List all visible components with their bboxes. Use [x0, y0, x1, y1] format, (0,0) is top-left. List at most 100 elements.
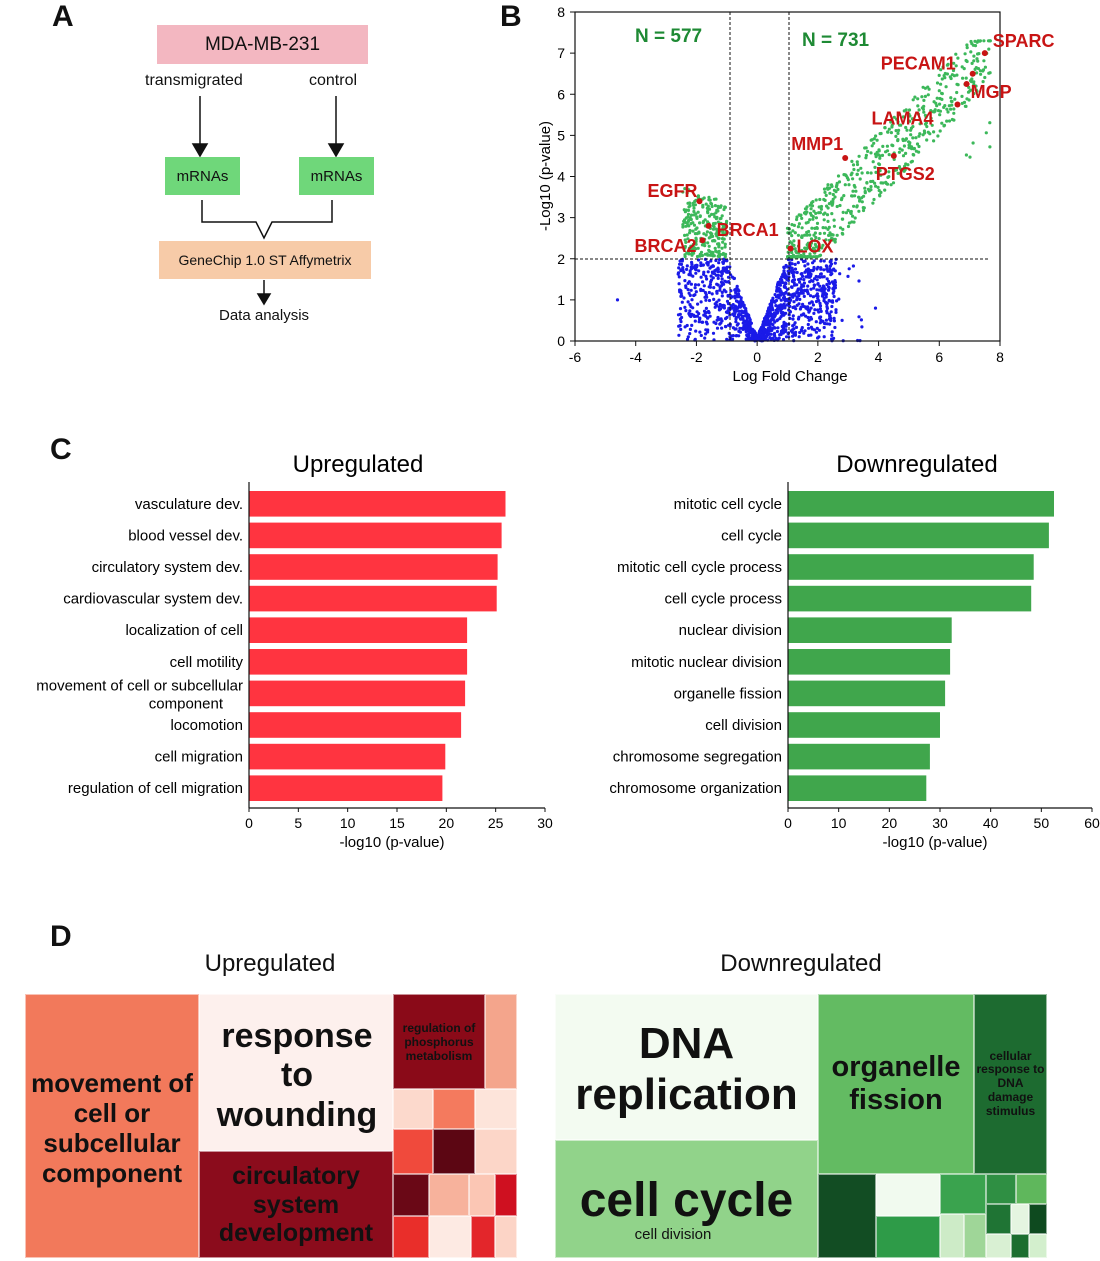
- volcano-point: [692, 223, 697, 227]
- x-tick-label: 0: [245, 815, 253, 831]
- treemap-cell: [485, 994, 517, 1089]
- volcano-point: [951, 68, 956, 73]
- volcano-point: [799, 285, 803, 290]
- volcano-point: [812, 286, 816, 290]
- volcano-point: [817, 275, 821, 279]
- volcano-point: [697, 269, 701, 273]
- volcano-point: [714, 217, 718, 221]
- bar-1: [249, 522, 502, 549]
- gene-label-brca1: BRCA1: [717, 220, 779, 240]
- bar-label-6: organelle fission: [674, 685, 782, 702]
- volcano-point: [878, 156, 882, 160]
- volcano-point: [846, 274, 850, 278]
- cell-line-box: MDA-MB-231: [157, 25, 368, 64]
- volcano-point: [790, 266, 794, 270]
- volcano-point: [904, 125, 908, 130]
- volcano-point: [699, 300, 703, 304]
- volcano-point: [846, 224, 851, 229]
- volcano-point: [942, 123, 947, 127]
- volcano-point: [776, 289, 780, 293]
- volcano-point: [817, 237, 821, 241]
- volcano-point: [822, 259, 826, 263]
- volcano-point: [686, 281, 690, 285]
- volcano-point: [945, 63, 949, 67]
- treemap-cell-wounding: [199, 994, 393, 1151]
- volcano-point: [689, 273, 693, 277]
- volcano-point: [795, 215, 799, 219]
- volcano-point: [790, 285, 794, 289]
- treemap-label-dna-replication: DNA replication: [575, 1019, 798, 1119]
- volcano-point: [791, 334, 795, 338]
- volcano-point: [687, 218, 691, 222]
- volcano-point: [801, 274, 805, 278]
- bar-3: [788, 585, 1032, 612]
- volcano-point: [722, 257, 726, 261]
- volcano-point: [911, 152, 915, 157]
- volcano-point: [710, 292, 714, 296]
- volcano-point: [886, 175, 890, 179]
- gene-label-mmp1: MMP1: [791, 134, 843, 154]
- y-tick-label: 3: [557, 210, 565, 226]
- volcano-point: [870, 144, 874, 148]
- treemap-label-wounding: response to wounding: [216, 1017, 378, 1134]
- volcano-point: [772, 311, 777, 315]
- volcano-point: [988, 145, 992, 149]
- volcano-point: [987, 71, 991, 75]
- volcano-point: [704, 293, 708, 297]
- volcano-point: [897, 128, 901, 132]
- volcano-point: [975, 57, 979, 61]
- volcano-point: [678, 262, 682, 266]
- volcano-point: [808, 233, 812, 237]
- volcano-point: [925, 125, 929, 129]
- volcano-point: [713, 246, 717, 250]
- volcano-point: [803, 289, 807, 293]
- volcano-point: [716, 206, 721, 210]
- volcano-point: [691, 229, 695, 233]
- volcano-point: [685, 191, 689, 195]
- volcano-point: [825, 305, 829, 309]
- volcano-point: [849, 209, 853, 214]
- volcano-point: [722, 304, 726, 308]
- volcano-point: [704, 328, 708, 332]
- bar-chart-title: Upregulated: [293, 451, 424, 478]
- volcano-point: [812, 265, 816, 270]
- volcano-point: [935, 81, 940, 85]
- volcano-point: [719, 274, 723, 278]
- volcano-point: [922, 98, 926, 102]
- volcano-point: [952, 61, 956, 65]
- volcano-point: [807, 333, 811, 337]
- volcano-point: [698, 316, 702, 320]
- x-tick-label: -4: [629, 349, 642, 365]
- volcano-point: [822, 187, 827, 191]
- volcano-point: [877, 162, 882, 167]
- volcano-point: [842, 194, 846, 198]
- volcano-point: [802, 294, 806, 298]
- volcano-point: [811, 303, 815, 307]
- volcano-point: [761, 321, 766, 325]
- volcano-point: [787, 304, 791, 308]
- volcano-point: [814, 211, 818, 215]
- volcano-point: [824, 193, 828, 197]
- treemap-up-title: Upregulated: [204, 950, 336, 977]
- volcano-point: [827, 202, 831, 206]
- volcano-point: [715, 318, 719, 322]
- volcano-point: [791, 229, 795, 233]
- volcano-point: [930, 123, 934, 127]
- volcano-point: [720, 290, 724, 294]
- volcano-point: [690, 323, 694, 327]
- volcano-point: [984, 131, 988, 135]
- volcano-point: [916, 97, 920, 101]
- volcano-point: [949, 107, 953, 111]
- volcano-point: [695, 254, 700, 259]
- volcano-point: [838, 226, 843, 230]
- volcano-point: [902, 169, 906, 173]
- volcano-point: [954, 64, 958, 68]
- volcano-point: [698, 330, 702, 334]
- volcano-point: [948, 75, 952, 79]
- volcano-point: [816, 265, 820, 269]
- volcano-point: [717, 298, 721, 302]
- x-tick-label: 30: [537, 815, 553, 831]
- volcano-point: [830, 203, 834, 207]
- volcano-point: [744, 328, 748, 332]
- volcano-point: [824, 226, 828, 230]
